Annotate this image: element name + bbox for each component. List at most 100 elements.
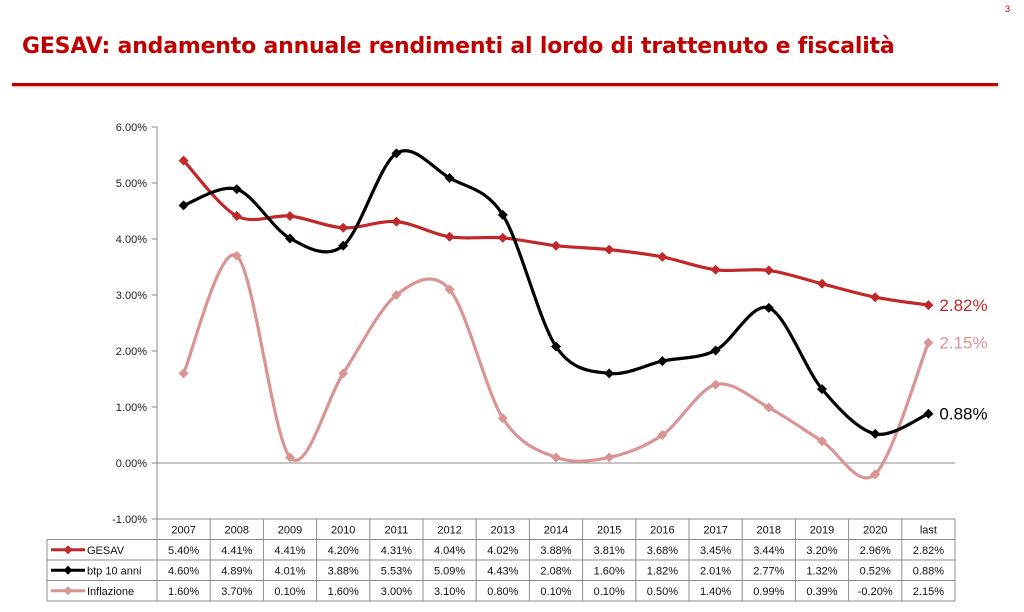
data-table-cell: 3.00% [381,586,412,598]
data-point [870,292,881,303]
end-value-label: 2.82% [939,296,987,315]
data-point [178,200,189,211]
data-table-cell: 0.52% [860,565,891,577]
data-table-cell: 5.40% [168,545,199,557]
data-point [870,428,881,439]
data-table-cell: 4.89% [221,565,252,577]
data-table-cell: 2.77% [753,565,784,577]
data-point [604,368,615,379]
data-table-cell: 4.02% [487,545,518,557]
legend-label: GESAV [87,545,125,557]
data-table-cell: -0.20% [858,586,893,598]
x-tick-label: 2015 [597,524,621,536]
end-value-label: 2.15% [939,334,987,353]
x-tick-label: 2019 [810,524,834,536]
data-table-cell: 1.60% [328,586,359,598]
end-value-label: 0.88% [939,405,987,424]
data-point [551,341,561,352]
legend-label: btp 10 anni [87,565,141,577]
y-tick-label: 2.00% [116,346,147,358]
x-tick-label: 2014 [544,524,568,536]
data-point [285,233,295,244]
data-point [657,430,668,440]
series-line [182,253,930,480]
data-table-cell: 0.99% [753,586,784,598]
x-tick-label: 2009 [278,524,302,536]
x-tick-label: 2011 [385,524,409,536]
data-table-cell: 4.20% [328,545,359,557]
data-table-cell: 3.68% [647,545,678,557]
data-point [923,337,934,348]
x-tick-label: 2013 [491,524,515,536]
data-point [604,452,615,463]
data-point [338,240,349,251]
data-table-cell: 0.88% [913,565,944,577]
data-table-cell: 3.88% [328,565,359,577]
data-point [710,379,721,390]
data-point [657,356,668,367]
data-point [710,345,721,356]
x-tick-label: last [920,524,937,536]
y-tick-label: 3.00% [116,290,147,302]
data-table-cell: 0.80% [487,586,518,598]
data-point [391,216,402,227]
data-point [285,211,295,222]
y-tick-label: 5.00% [116,178,147,190]
x-tick-label: 2007 [171,524,195,536]
data-point [551,240,561,251]
page-number: 3 [1004,4,1010,14]
data-point [763,265,774,276]
series-group [178,148,934,480]
y-tick-label: -1.00% [112,514,147,526]
data-point [391,290,402,300]
data-table-cell: 4.31% [381,545,412,557]
data-point [710,264,721,275]
data-point [444,172,455,183]
y-tick-label: 6.00% [116,122,147,134]
y-tick-label: 1.00% [116,402,147,414]
data-table-cell: 2.01% [700,565,731,577]
data-table: 2007 2008 2009 2010 2011 2012 2013 2014 2015 2016… [46,518,956,602]
x-tick-label: 2020 [863,524,887,536]
data-point [923,300,934,311]
data-point [338,222,349,233]
data-point [391,148,402,159]
data-table-cell: 1.60% [594,565,625,577]
data-point [444,284,455,295]
data-table-cell: 1.82% [647,565,678,577]
legend-swatch-marker [63,586,73,596]
legend-label: Inflazione [87,586,134,598]
data-table-cell: 4.01% [274,565,305,577]
data-point [657,251,668,262]
end-labels: 2.82% 0.88% 2.15% [939,296,987,424]
x-tick-label: 2010 [331,524,355,536]
data-point [178,368,189,379]
legend-swatch-marker [63,565,73,575]
x-tick-label: 2016 [650,524,674,536]
data-table-cell: 4.43% [487,565,518,577]
x-tick-label: 2018 [757,524,781,536]
data-table-cell: 2.08% [540,565,571,577]
data-table-cell: 4.41% [274,545,305,557]
y-tick-label: 0.00% [116,458,147,470]
y-tick-label: 4.00% [116,234,147,246]
data-point [497,413,508,424]
data-point [497,209,508,220]
data-point [817,384,827,395]
data-point [551,452,561,463]
slide-title: GESAV: andamento annuale rendimenti al l… [22,34,895,59]
data-table-cell: 0.50% [647,586,678,598]
data-point [870,469,881,480]
data-point [285,452,295,463]
legend-swatch-marker [63,545,73,555]
data-point [231,184,242,195]
title-divider [12,83,998,86]
data-table-cell: 3.45% [700,545,731,557]
data-table-cell: 3.81% [594,545,625,557]
data-table-cell: 4.41% [221,545,252,557]
data-table-cell: 3.20% [806,545,837,557]
y-axis: 6.00% 5.00% 4.00% 3.00% 2.00% 1.00% 0.00% -1.00… [112,122,158,526]
data-point [231,211,242,222]
data-table-cell: 5.53% [381,565,412,577]
